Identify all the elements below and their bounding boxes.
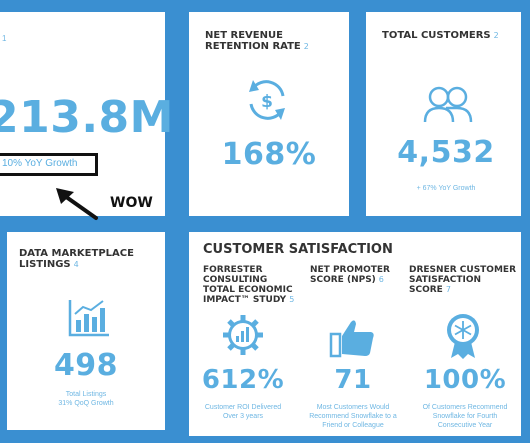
forrester-value: 612% (201, 365, 285, 395)
dresner-caption-1: Of Customers Recommend (422, 404, 508, 411)
customers-value: 4,532 (397, 135, 495, 170)
marketplace-title: DATA MARKETPLACE LISTINGS 4 (19, 248, 139, 270)
thumbs-up-icon (329, 320, 374, 358)
satisfaction-title: CUSTOMER SATISFACTION (203, 242, 393, 257)
nrr-title-text: NET REVENUE RETENTION RATE (205, 30, 301, 52)
customers-growth: + 67% YoY Growth (416, 185, 476, 192)
dresner-title-text: DRESNER CUSTOMER SATISFACTION SCORE (409, 265, 516, 295)
customers-card: TOTAL CUSTOMERS 2 4,532 + 67% YoY Growth (366, 12, 521, 216)
dresner-footnote: 7 (445, 285, 451, 294)
nps-value: 71 (334, 365, 372, 395)
nrr-value: 168% (221, 137, 317, 172)
nps-caption-2: Recommend Snowflake to a (309, 413, 397, 420)
marketplace-value: 498 (53, 348, 119, 383)
nps-caption-3: Friend or Colleague (322, 422, 384, 429)
dresner-caption-2: Snowflake for Fourth (432, 413, 498, 420)
revenue-value: 213.8M (0, 92, 174, 143)
forrester-title-text: FORRESTER CONSULTING TOTAL ECONOMIC IMPA… (203, 265, 293, 305)
marketplace-footnote: 4 (73, 260, 79, 269)
annotation-arrow-icon (56, 188, 98, 220)
nps-title-text: NET PROMOTER SCORE (NPS) (310, 265, 390, 285)
growth-highlight-box (0, 153, 98, 176)
nps-footnote: 6 (378, 275, 384, 284)
nps-caption-1: Most Customers Would (316, 404, 390, 411)
svg-text:$: $ (261, 92, 273, 112)
forrester-caption-2: Over 3 years (222, 413, 264, 420)
bar-chart-icon (68, 300, 109, 337)
people-icon (423, 86, 473, 123)
dresner-caption-3: Consecutive Year (437, 422, 493, 429)
customers-title: TOTAL CUSTOMERS 2 (382, 30, 512, 41)
marketplace-title-text: DATA MARKETPLACE LISTINGS (19, 248, 134, 270)
forrester-caption-1: Customer ROI Delivered (204, 404, 282, 411)
marketplace-card: DATA MARKETPLACE LISTINGS 4 498 Total Lis… (7, 232, 165, 430)
dollar-cycle-icon: $ (249, 80, 285, 120)
forrester-title: FORRESTER CONSULTING TOTAL ECONOMIC IMPA… (203, 265, 301, 305)
customers-footnote: 2 (493, 31, 499, 40)
customers-title-text: TOTAL CUSTOMERS (382, 30, 491, 41)
nps-title: NET PROMOTER SCORE (NPS) 6 (310, 265, 410, 285)
gear-chart-icon (223, 315, 263, 355)
marketplace-caption-1: Total Listings (65, 391, 107, 398)
award-badge-icon (447, 314, 479, 359)
revenue-card: 1 213.8M 10% YoY Growth WOW (0, 12, 173, 220)
dresner-value: 100% (423, 365, 507, 395)
revenue-footnote: 1 (2, 34, 7, 43)
annotation-wow: WOW (110, 195, 153, 211)
forrester-footnote: 5 (289, 295, 295, 304)
nrr-card: NET REVENUE RETENTION RATE 2 $ 168% (189, 12, 349, 216)
nrr-title: NET REVENUE RETENTION RATE 2 (205, 30, 315, 52)
satisfaction-card: CUSTOMER SATISFACTION FORRESTER CONSULTI… (189, 232, 521, 436)
marketplace-caption-2: 31% QoQ Growth (58, 400, 114, 407)
nrr-footnote: 2 (303, 42, 309, 51)
revenue-growth: 10% YoY Growth (2, 158, 78, 169)
dresner-title: DRESNER CUSTOMER SATISFACTION SCORE 7 (409, 265, 519, 295)
